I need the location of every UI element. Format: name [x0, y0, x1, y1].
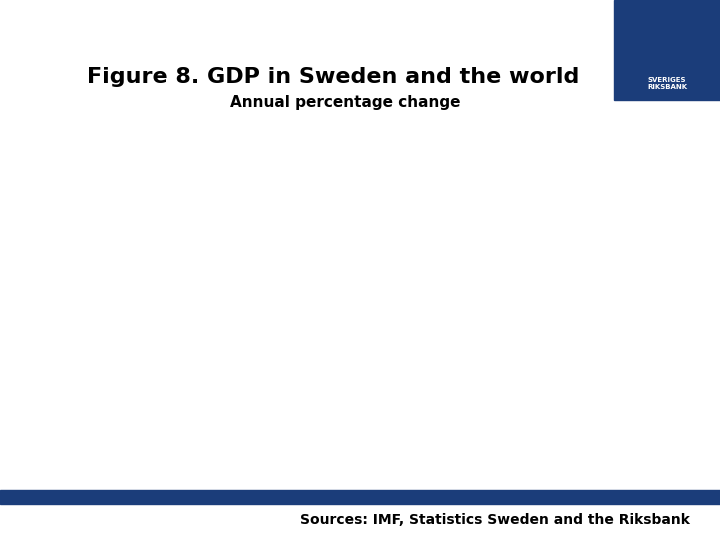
Text: Figure 8. GDP in Sweden and the world: Figure 8. GDP in Sweden and the world: [87, 67, 580, 87]
Text: Sources: IMF, Statistics Sweden and the Riksbank: Sources: IMF, Statistics Sweden and the …: [300, 513, 690, 527]
Text: SVERIGES
RIKSBANK: SVERIGES RIKSBANK: [647, 77, 687, 90]
Bar: [614, 0, 720, 100]
Text: Annual percentage change: Annual percentage change: [230, 95, 461, 110]
Bar: [0, 490, 720, 504]
